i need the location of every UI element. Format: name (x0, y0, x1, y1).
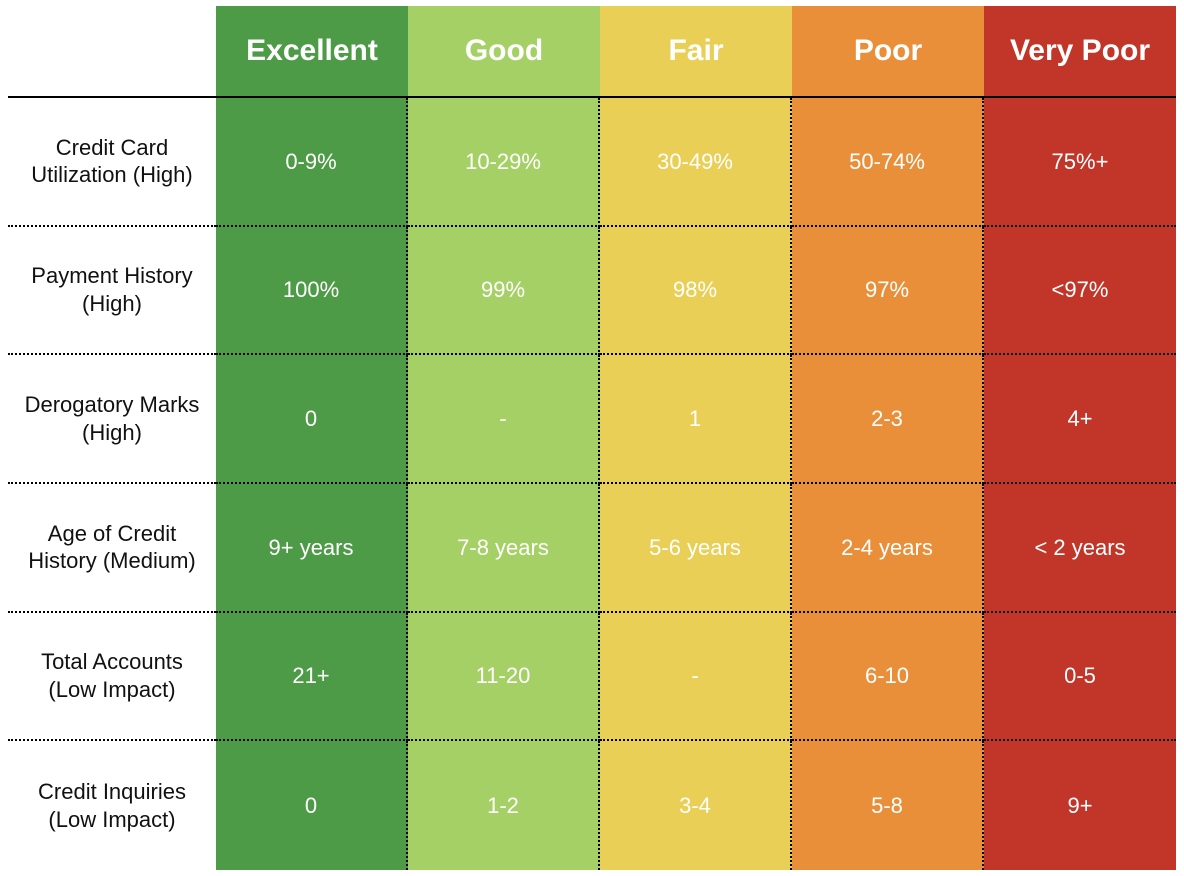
data-cell: < 2 years (984, 484, 1176, 613)
data-cell: - (600, 613, 792, 742)
credit-score-table: ExcellentGoodFairPoorVery Poor Credit Car… (8, 6, 1176, 870)
data-cell: 100% (216, 227, 408, 356)
data-cell: 3-4 (600, 741, 792, 870)
data-cell: 99% (408, 227, 600, 356)
row-label: Age of Credit History (Medium) (8, 484, 216, 613)
row-label: Credit Inquiries (Low Impact) (8, 741, 216, 870)
data-cell: 50-74% (792, 98, 984, 227)
data-cell: - (408, 355, 600, 484)
data-cell: 4+ (984, 355, 1176, 484)
data-cell: 6-10 (792, 613, 984, 742)
data-cell: 1 (600, 355, 792, 484)
data-cell: 7-8 years (408, 484, 600, 613)
data-cell: 75%+ (984, 98, 1176, 227)
data-cell: 5-8 (792, 741, 984, 870)
data-cell: 5-6 years (600, 484, 792, 613)
data-cell: 98% (600, 227, 792, 356)
data-cell: 2-4 years (792, 484, 984, 613)
data-cell: <97% (984, 227, 1176, 356)
tier-header: Very Poor (984, 6, 1176, 98)
row-label: Derogatory Marks (High) (8, 355, 216, 484)
data-cell: 9+ years (216, 484, 408, 613)
data-cell: 30-49% (600, 98, 792, 227)
tier-header: Good (408, 6, 600, 98)
data-cell: 10-29% (408, 98, 600, 227)
data-cell: 0-9% (216, 98, 408, 227)
tier-header: Poor (792, 6, 984, 98)
row-label: Payment History (High) (8, 227, 216, 356)
data-cell: 0 (216, 741, 408, 870)
data-cell: 9+ (984, 741, 1176, 870)
data-cell: 11-20 (408, 613, 600, 742)
tier-header: Fair (600, 6, 792, 98)
data-cell: 1-2 (408, 741, 600, 870)
data-cell: 0 (216, 355, 408, 484)
blank-corner (8, 6, 216, 98)
data-cell: 0-5 (984, 613, 1176, 742)
data-cell: 2-3 (792, 355, 984, 484)
tier-header: Excellent (216, 6, 408, 98)
data-cell: 21+ (216, 613, 408, 742)
row-label: Credit Card Utilization (High) (8, 98, 216, 227)
row-label: Total Accounts (Low Impact) (8, 613, 216, 742)
data-cell: 97% (792, 227, 984, 356)
